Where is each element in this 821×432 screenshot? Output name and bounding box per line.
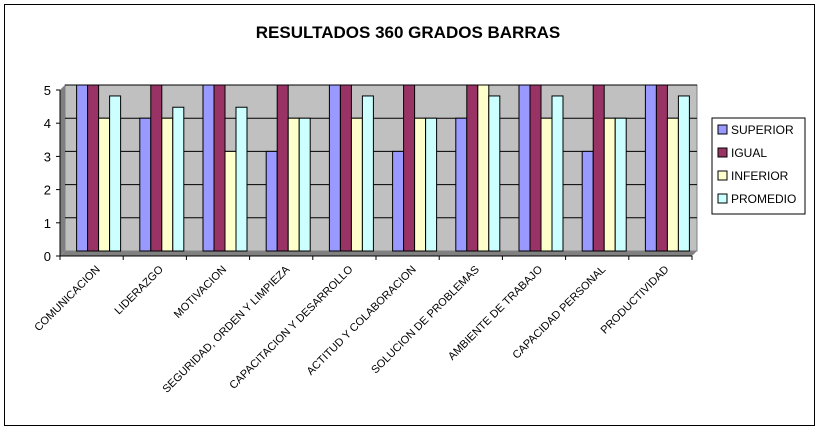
legend-label-superior: SUPERIOR bbox=[731, 123, 794, 137]
bar-igual-5 bbox=[339, 84, 352, 252]
bar-inferior-10 bbox=[666, 117, 679, 252]
bar-igual-2 bbox=[150, 84, 163, 252]
bar-promedio-3 bbox=[235, 106, 248, 252]
bar-inferior-5 bbox=[350, 117, 363, 252]
x-tick-label: SEGURIDAD, ORDEN Y LIMPIEZA bbox=[161, 263, 293, 395]
x-tick-label: MOTIVACION bbox=[172, 264, 229, 321]
bar-superior-8 bbox=[518, 84, 531, 252]
bar-promedio-2 bbox=[172, 106, 185, 252]
x-tick-label: SOLUCION DE PROBLEMAS bbox=[369, 264, 482, 377]
y-tick-label: 3 bbox=[44, 149, 51, 164]
plot-wall-side bbox=[60, 85, 65, 256]
x-tick-label: CAPACITACION Y DESARROLLO bbox=[227, 263, 355, 391]
bar-inferior-8 bbox=[540, 117, 553, 252]
bar-igual-3 bbox=[213, 84, 226, 252]
y-tick-label: 2 bbox=[44, 183, 51, 198]
bar-promedio-9 bbox=[614, 117, 627, 252]
bar-igual-4 bbox=[276, 84, 289, 252]
bar-superior-5 bbox=[328, 84, 341, 252]
y-tick-label: 5 bbox=[44, 83, 51, 98]
legend-swatch-superior bbox=[717, 124, 728, 135]
legend-label-igual: IGUAL bbox=[731, 146, 767, 160]
bar-igual-6 bbox=[403, 84, 416, 252]
bar-igual-9 bbox=[592, 84, 605, 252]
legend-label-inferior: INFERIOR bbox=[731, 169, 789, 183]
x-tick-label: ACTITUD Y COLABORACION bbox=[305, 264, 419, 378]
legend-swatch-inferior bbox=[717, 170, 728, 181]
bar-promedio-5 bbox=[361, 95, 374, 252]
x-tick-label: PRODUCTIVIDAD bbox=[599, 264, 672, 337]
bar-superior-9 bbox=[581, 150, 594, 252]
bar-promedio-1 bbox=[109, 95, 122, 252]
bar-superior-6 bbox=[392, 150, 405, 252]
x-tick-label: COMUNICACION bbox=[32, 264, 102, 334]
bar-superior-1 bbox=[76, 84, 89, 252]
y-tick-label: 1 bbox=[44, 216, 51, 231]
bar-igual-10 bbox=[655, 84, 668, 252]
legend-swatch-promedio bbox=[717, 193, 728, 204]
bar-superior-4 bbox=[265, 150, 278, 252]
bar-igual-7 bbox=[466, 84, 479, 252]
bar-promedio-4 bbox=[298, 117, 311, 252]
plot-floor bbox=[60, 251, 697, 256]
x-tick-label: LIDERAZGO bbox=[112, 263, 166, 317]
bar-igual-8 bbox=[529, 84, 542, 252]
bar-inferior-2 bbox=[161, 117, 174, 252]
legend-swatch-igual bbox=[717, 147, 728, 158]
bar-superior-3 bbox=[202, 84, 215, 252]
y-tick-label: 0 bbox=[44, 249, 51, 264]
legend-label-promedio: PROMEDIO bbox=[731, 192, 796, 206]
bar-inferior-4 bbox=[287, 117, 300, 252]
bar-inferior-9 bbox=[603, 117, 616, 252]
bar-superior-2 bbox=[139, 117, 152, 252]
bar-inferior-1 bbox=[98, 117, 111, 252]
bar-promedio-7 bbox=[488, 95, 501, 252]
bar-superior-10 bbox=[644, 84, 657, 252]
bar-inferior-7 bbox=[477, 84, 490, 252]
chart-title: RESULTADOS 360 GRADOS BARRAS bbox=[256, 23, 560, 42]
bar-promedio-6 bbox=[425, 117, 438, 252]
bar-inferior-3 bbox=[224, 150, 237, 252]
bar-inferior-6 bbox=[414, 117, 427, 252]
bar-promedio-8 bbox=[551, 95, 564, 252]
bar-promedio-10 bbox=[677, 95, 690, 252]
bar-superior-7 bbox=[455, 117, 468, 252]
bar-igual-1 bbox=[87, 84, 100, 252]
y-tick-label: 4 bbox=[44, 116, 51, 131]
